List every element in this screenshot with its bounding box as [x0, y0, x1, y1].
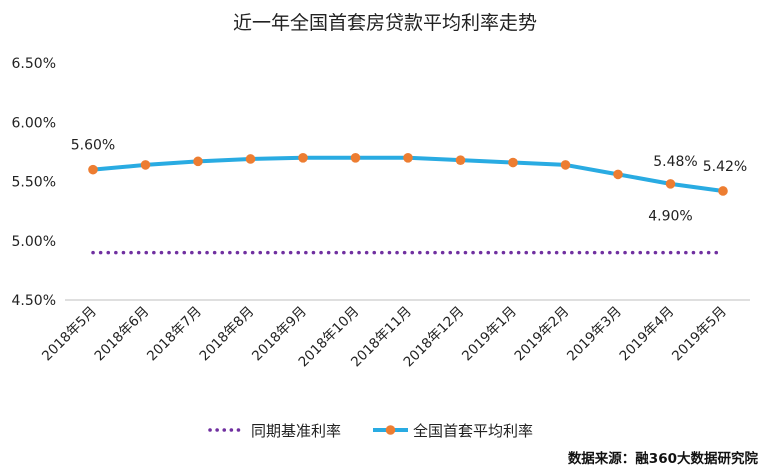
data-point	[88, 164, 98, 175]
x-tick-label: 2019年5月	[669, 304, 730, 365]
x-tick-label: 2018年7月	[144, 304, 205, 365]
data-point	[508, 157, 518, 168]
series-group	[88, 153, 728, 255]
x-axis: 2018年5月2018年6月2018年7月2018年8月2018年9月2018年…	[39, 299, 750, 370]
data-point	[245, 154, 256, 164]
data-point	[613, 169, 623, 180]
y-axis: 4.50% 5.00% 5.50% 6.00% 6.50%	[12, 56, 56, 309]
x-tick-label: 2018年8月	[197, 304, 258, 365]
y-tick-label: 6.00%	[12, 115, 56, 131]
data-label: 5.42%	[703, 159, 747, 175]
data-labels: 5.60% 5.48% 5.42% 4.90%	[71, 138, 747, 225]
x-tick-label: 2019年1月	[459, 304, 520, 365]
data-point	[455, 155, 466, 165]
x-tick-label: 2019年3月	[564, 304, 625, 365]
data-point	[560, 160, 571, 170]
y-tick-label: 5.00%	[12, 234, 56, 250]
legend: 同期基准利率 全国首套平均利率	[208, 422, 533, 440]
data-point	[193, 156, 203, 167]
x-tick-label: 2018年5月	[39, 304, 100, 365]
x-tick-label: 2019年4月	[617, 304, 678, 365]
data-point	[665, 179, 676, 189]
data-label: 4.90%	[648, 209, 692, 225]
legend-label-baseline: 同期基准利率	[251, 422, 341, 440]
chart-title: 近一年全国首套房贷款平均利率走势	[233, 12, 537, 34]
data-point	[140, 160, 151, 170]
series-line-average	[91, 155, 725, 193]
data-point	[718, 186, 728, 196]
data-point	[403, 153, 413, 163]
data-point	[350, 153, 361, 163]
y-tick-label: 6.50%	[12, 56, 56, 72]
y-tick-label: 4.50%	[12, 293, 56, 309]
x-tick-label: 2019年2月	[512, 304, 573, 365]
data-label: 5.60%	[71, 138, 115, 154]
data-point	[298, 153, 308, 163]
y-tick-label: 5.50%	[12, 175, 56, 191]
x-tick-label: 2018年6月	[92, 304, 153, 365]
legend-label-average: 全国首套平均利率	[413, 422, 533, 440]
legend-marker-average	[385, 425, 396, 435]
source-note: 数据来源：融360大数据研究院	[568, 450, 759, 467]
data-label: 5.48%	[653, 154, 697, 170]
